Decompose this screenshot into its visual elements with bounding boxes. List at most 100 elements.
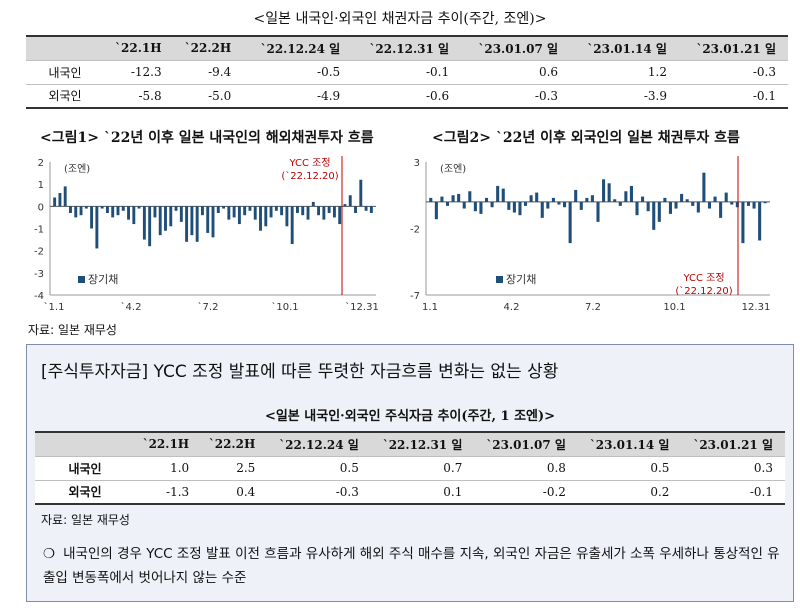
chart-bar: [579, 201, 583, 210]
ycc-annotation-label: YCC 조정: [288, 157, 330, 169]
unit-label: (조엔): [440, 163, 466, 175]
chart-bar: [227, 206, 231, 220]
chart-bar: [468, 191, 472, 202]
chart-bar: [248, 206, 252, 211]
chart-bar: [702, 172, 706, 202]
chart-bar: [445, 201, 450, 206]
chart-bar: [195, 206, 199, 242]
table-header-cell: `23.01.07 일: [474, 431, 578, 457]
equity-flow-table: `22.1H `22.2H `22.12.24 일 `22.12.31 일 `2…: [35, 431, 785, 505]
table-header-cell: `22.1H: [135, 431, 202, 457]
table-cell: 0.4: [201, 480, 268, 505]
table-cell: -5.0: [173, 84, 244, 109]
x-tick-label: `1.1: [44, 301, 65, 313]
x-tick-label: 10.1: [663, 302, 685, 313]
chart-bar: [211, 206, 215, 238]
table-header-cell: `23.01.07 일: [461, 35, 571, 61]
table-cell: 0.5: [577, 456, 682, 481]
legend-label: 장기채: [506, 273, 536, 286]
table-header-cell: [35, 431, 135, 457]
chart-bar: [746, 201, 751, 206]
chart-bar: [190, 206, 194, 236]
y-tick-label: 1: [38, 180, 44, 191]
source-label: 자료: 일본 재무성: [28, 323, 117, 337]
table-cell: 0.2: [577, 480, 682, 505]
chart-bar: [179, 206, 183, 222]
table-cell: -0.3: [678, 60, 788, 85]
chart-bar: [174, 206, 178, 211]
row-label: 내국인: [26, 60, 104, 85]
chart-bar: [74, 206, 78, 218]
ycc-annotation-date: (`22.12.20): [675, 285, 732, 297]
chart-bar: [557, 201, 561, 205]
table-header-cell: `22.12.24 일: [243, 35, 353, 61]
chart-bar: [596, 201, 600, 222]
chart-bar: [311, 201, 315, 207]
chart-bar: [338, 206, 342, 225]
chart-bar: [280, 206, 284, 216]
chart-bar: [100, 206, 104, 209]
table-cell: -9.4: [173, 60, 244, 85]
chart-bar: [301, 206, 305, 216]
x-tick-label: 4.2: [504, 302, 520, 313]
x-tick-label: `7.2: [198, 301, 219, 313]
chart-bar: [646, 201, 650, 212]
table-cell: -0.1: [678, 84, 788, 109]
chart-bar: [237, 206, 241, 225]
y-tick-label: 2: [38, 158, 44, 169]
table-cell: 0.6: [461, 60, 571, 85]
chart-bar: [490, 201, 494, 208]
table-cell: 0.1: [370, 480, 475, 505]
chart-bar: [364, 206, 368, 211]
row-label: 내국인: [35, 456, 135, 481]
chart-bar: [264, 206, 268, 227]
table-header-cell: `22.1H: [104, 35, 174, 61]
table-header-cell: `22.12.24 일: [267, 431, 371, 457]
table-cell: 0.8: [474, 456, 578, 481]
legend-swatch: [496, 276, 503, 283]
chart-bar: [529, 195, 533, 202]
chart-bar: [253, 206, 257, 220]
chart-domestic-foreign-bond-flow: 2 1 0 -1 -2 -3 -4`1.1 `4.2 `7.2 `10.1 `12.31 (조엔) YC…: [34, 156, 379, 313]
table-cell: -0.3: [461, 84, 571, 109]
chart-bar: [602, 179, 606, 202]
table-cell: -0.1: [681, 480, 785, 505]
chart-bar: [132, 206, 136, 225]
table-cell: -0.6: [352, 84, 462, 109]
chart-bar: [369, 206, 373, 213]
bond-table-title: <일본 내국인·외국인 채권자금 추이(주간, 조엔)>: [253, 11, 547, 27]
chart-bar: [90, 206, 94, 229]
table-cell: 2.5: [201, 456, 268, 481]
table-cell: 0.5: [267, 456, 371, 481]
chart-bar: [216, 206, 220, 213]
chart-bar: [200, 206, 204, 216]
chart-bar: [111, 206, 115, 218]
chart-bar: [105, 206, 109, 213]
chart-bar: [343, 204, 347, 207]
chart-bar: [691, 201, 695, 206]
chart-bar: [641, 196, 645, 202]
chart-bar: [652, 201, 656, 230]
x-tick-label: `10.1: [271, 301, 298, 313]
x-tick-label: 12.31: [742, 302, 771, 313]
chart-bar: [624, 191, 628, 202]
table-header-cell: `22.2H: [173, 35, 244, 61]
chart-bar: [95, 206, 99, 249]
unit-label: (조엔): [64, 163, 90, 175]
chart-bar: [763, 201, 767, 204]
chart-bar: [696, 201, 700, 213]
chart-bar: [680, 193, 684, 202]
chart-bar: [434, 201, 438, 220]
chart-bar: [563, 201, 567, 208]
summary-bullet: ❍ 내국인의 경우 YCC 조정 발표 이전 흐름과 유사하게 해외 주식 매수를…: [43, 542, 788, 590]
row-label: 외국인: [35, 480, 135, 505]
chart-bar: [657, 201, 661, 222]
chart-bar: [496, 185, 500, 202]
box-headline: [주식투자자금] YCC 조정 발표에 따른 뚜렷한 자금흐름 변화는 없는 상…: [41, 362, 559, 382]
chart-bar: [546, 201, 550, 209]
chart-bar: [484, 197, 489, 202]
y-tick-label: 3: [414, 158, 420, 169]
y-tick-label: -3: [34, 269, 44, 280]
chart-bar: [524, 201, 528, 206]
chart-bar: [735, 201, 739, 208]
